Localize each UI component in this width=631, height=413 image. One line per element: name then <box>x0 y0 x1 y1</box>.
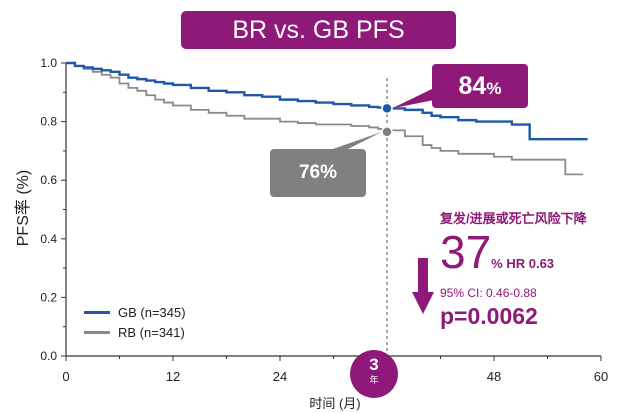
marker-layer <box>330 78 434 356</box>
rb-3yr-point <box>381 126 393 138</box>
y-tick-label: 1.0 <box>40 56 57 70</box>
rb-3yr-callout: 76% <box>270 149 366 197</box>
three-year-marker: 3 年 <box>350 350 398 398</box>
x-axis-label: 时间 (月) <box>309 396 361 411</box>
gb-3yr-percent-sign: % <box>486 79 502 98</box>
y-tick-label: 0.8 <box>40 115 57 129</box>
y-tick-label: 0.2 <box>40 290 57 304</box>
legend-item-gb: GB (n=345) <box>84 302 186 322</box>
confidence-interval: 95% CI: 0.46-0.88 <box>440 286 537 300</box>
y-tick-label: 0.6 <box>40 173 57 187</box>
y-tick-label: 0.0 <box>40 349 57 363</box>
axes: 0.00.20.40.60.81.001224364860 <box>40 56 608 384</box>
rb-callout-pointer <box>330 131 382 150</box>
series-layer <box>66 61 588 176</box>
gb-callout-pointer <box>392 88 434 109</box>
legend-item-rb: RB (n=341) <box>84 322 186 342</box>
legend-swatch-rb <box>84 330 110 334</box>
legend-label-gb: GB (n=345) <box>118 304 186 320</box>
x-tick-label: 48 <box>487 369 501 384</box>
risk-reduction-number: 37 <box>440 226 492 278</box>
gb-3yr-point <box>381 102 393 115</box>
y-tick-label: 0.4 <box>40 232 57 246</box>
legend: GB (n=345) RB (n=341) <box>84 302 186 342</box>
legend-swatch-gb <box>84 310 110 314</box>
x-tick-label: 12 <box>166 369 180 384</box>
risk-reduction-value: 37% HR 0.63 <box>440 226 554 278</box>
three-year-unit: 年 <box>369 375 379 385</box>
x-tick-label: 0 <box>62 369 69 384</box>
down-arrow-icon <box>412 258 434 314</box>
x-tick-label: 24 <box>273 369 287 384</box>
risk-reduction-heading: 复发/进展或死亡风险下降 <box>440 211 587 226</box>
chart-title: BR vs. GB PFS <box>181 11 456 49</box>
series-line-gb <box>66 61 588 141</box>
legend-label-rb: RB (n=341) <box>118 324 185 340</box>
three-year-number: 3 <box>369 355 379 374</box>
p-value: p=0.0062 <box>440 303 538 329</box>
gb-3yr-callout: 84% <box>432 64 528 108</box>
gb-3yr-value: 84 <box>458 72 487 100</box>
x-tick-label: 60 <box>594 369 608 384</box>
series-line-rb <box>66 62 584 176</box>
hazard-ratio-text: % HR 0.63 <box>491 256 555 271</box>
y-axis-label: PFS率 (%) <box>15 169 32 247</box>
